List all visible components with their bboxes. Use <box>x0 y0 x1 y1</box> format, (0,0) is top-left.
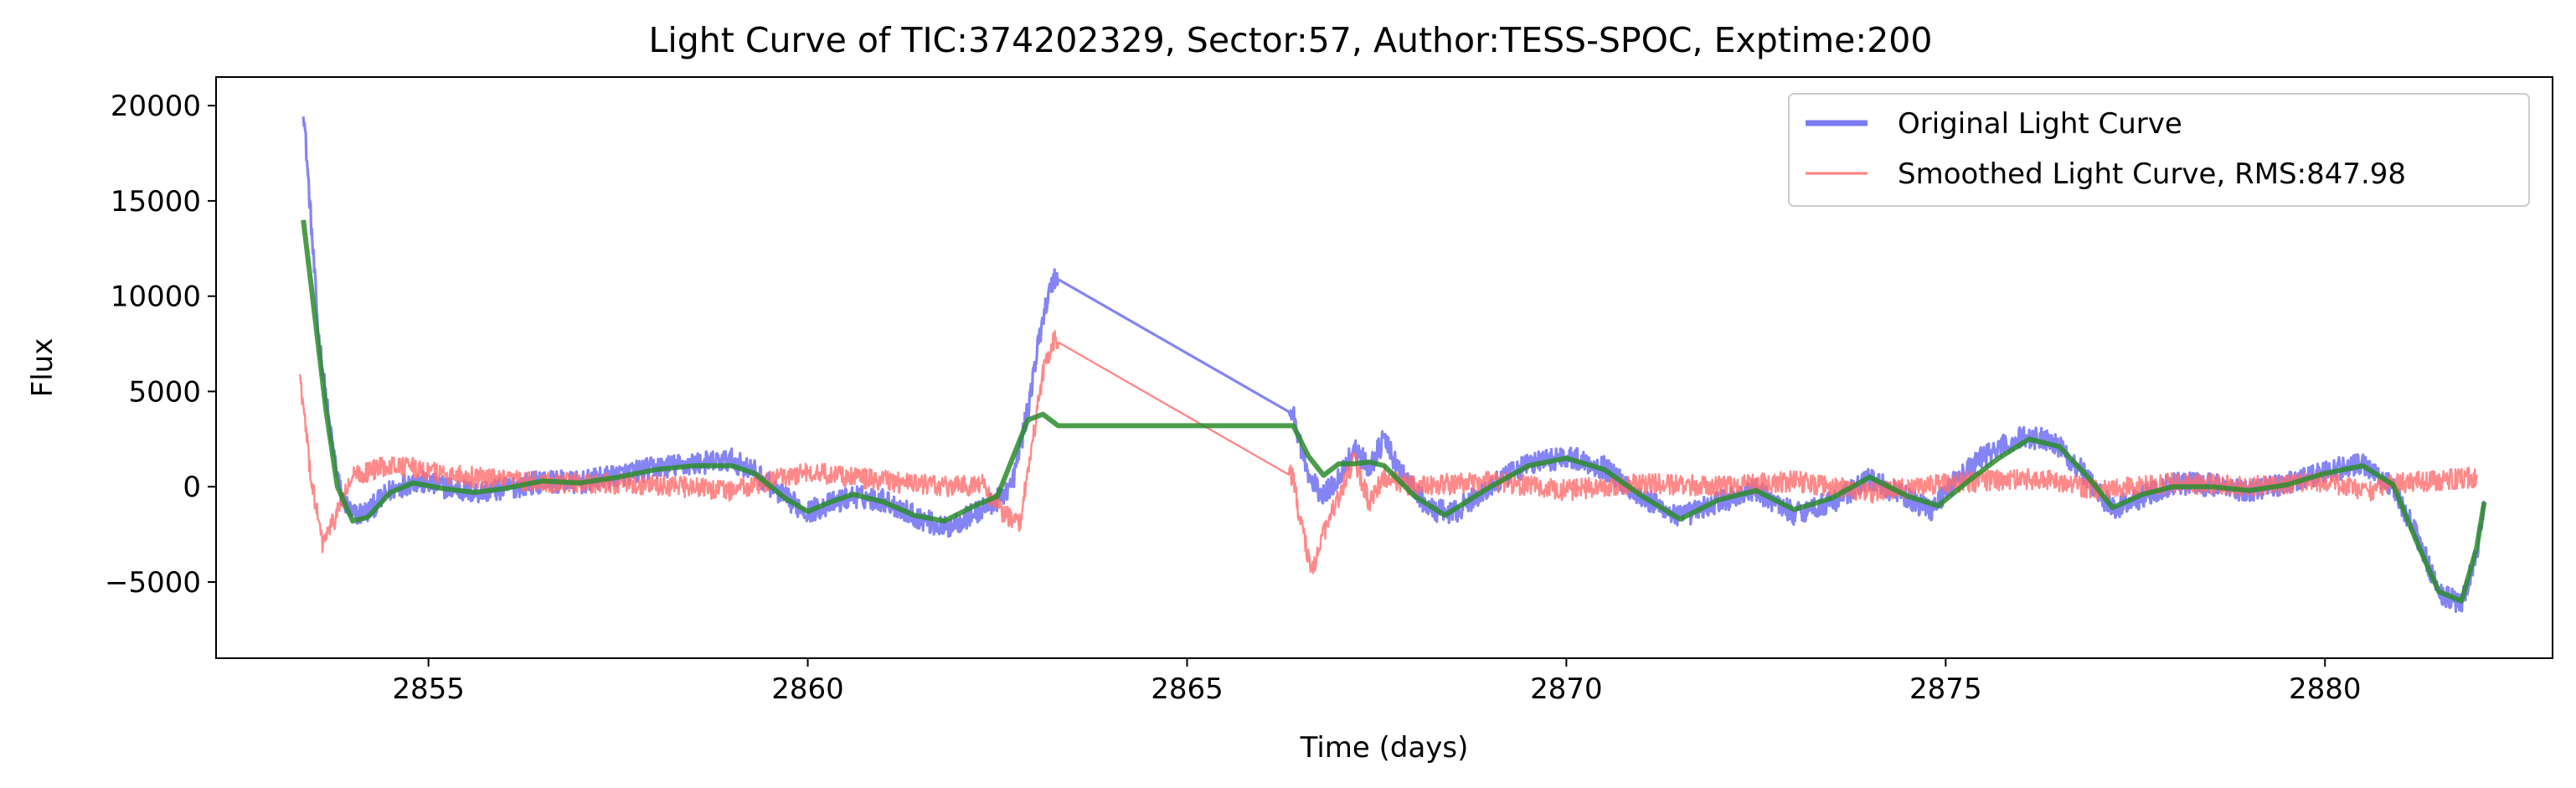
legend: Original Light Curve Smoothed Light Curv… <box>1788 93 2530 207</box>
x-tick-label: 2860 <box>771 672 844 706</box>
y-tick-label: 0 <box>183 471 201 504</box>
plot-frame <box>215 76 2553 659</box>
y-tick-label: −5000 <box>105 566 201 600</box>
y-tick-label: 10000 <box>111 281 201 314</box>
x-tick-label: 2880 <box>2289 672 2362 706</box>
y-tick-label: 15000 <box>111 185 201 219</box>
y-axis: −5000 0 5000 10000 15000 20000 <box>105 90 216 600</box>
legend-box <box>1788 93 2530 207</box>
series-trend-line <box>301 219 2487 604</box>
series-layer <box>298 116 2487 613</box>
x-axis-label: Time (days) <box>1300 731 1469 765</box>
y-axis-label: Flux <box>26 338 59 398</box>
plot-area <box>298 116 2487 613</box>
series-original-line <box>301 116 2486 613</box>
x-tick-label: 2875 <box>1909 672 1982 706</box>
legend-label-original: Original Light Curve <box>1898 107 2182 141</box>
x-tick-label: 2865 <box>1151 672 1224 706</box>
legend-label-smoothed: Smoothed Light Curve, RMS:847.98 <box>1898 157 2406 191</box>
x-axis: 2855 2860 2865 2870 2875 2880 <box>392 658 2362 706</box>
y-tick-label: 5000 <box>128 375 201 409</box>
series-smoothed-line <box>298 330 2478 574</box>
y-tick-label: 20000 <box>111 90 201 123</box>
x-tick-label: 2870 <box>1530 672 1603 706</box>
chart-title: Light Curve of TIC:374202329, Sector:57,… <box>649 20 1933 60</box>
x-tick-label: 2855 <box>392 672 465 706</box>
